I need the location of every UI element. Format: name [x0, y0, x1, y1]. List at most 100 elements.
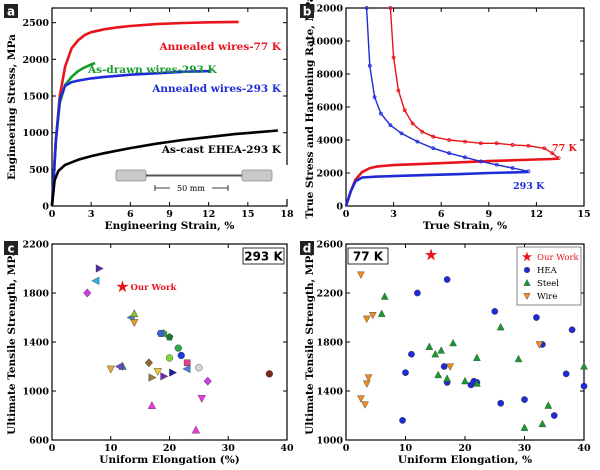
panel-b-x-tick-label: 12 — [530, 209, 543, 220]
panel-a-x-tick-label: 12 — [202, 209, 215, 220]
hardening-rate-point — [415, 139, 420, 144]
panel-d-y-tick-label: 1400 — [317, 387, 344, 398]
panel-c-x-tick-label: 40 — [280, 443, 294, 454]
panel-d-y-tick-label: 1800 — [317, 338, 344, 349]
panel-a-y-tick-label: 2500 — [23, 18, 50, 29]
panel-c-y-tick-label: 1000 — [23, 387, 50, 398]
panel-d-x-tick-label: 20 — [458, 443, 472, 454]
data-point — [174, 344, 182, 352]
hardening-rate-point — [431, 134, 436, 139]
panel-b-y-tick-label: 10000 — [310, 37, 343, 48]
panel-a-x-tick-label: 9 — [166, 209, 173, 220]
panel-a-y-tick-label: 0 — [42, 202, 49, 213]
data-point — [95, 264, 104, 273]
data-point — [497, 399, 505, 407]
data-point — [147, 401, 157, 409]
hardening-rate-point — [447, 151, 452, 156]
panel-c-x-tick-label: 30 — [222, 443, 236, 454]
panel-d-y-tick-label: 2600 — [317, 240, 344, 251]
panel-a-x-tick-label: 18 — [280, 209, 294, 220]
data-point — [402, 369, 409, 376]
hardening-rate-point — [396, 88, 401, 93]
data-point — [424, 248, 438, 261]
data-point — [183, 359, 191, 367]
panel-c: 0 10 20 30 40 600 1000 1400 1800 2200 Uniform Elon… — [4, 240, 294, 467]
legend-marker — [521, 251, 533, 262]
data-point — [160, 372, 169, 381]
our-work-point — [116, 280, 129, 293]
series-line — [50, 129, 279, 207]
data-point — [443, 276, 451, 283]
data-point — [182, 364, 191, 374]
panel-letter-badge — [4, 241, 18, 255]
hardening-rate-point — [478, 141, 483, 146]
data-point — [357, 395, 365, 403]
legend-marker — [523, 293, 531, 300]
panel-letter-badge — [300, 241, 314, 255]
data-point — [153, 368, 162, 377]
data-point — [148, 373, 157, 382]
panel-b-y-tick-label: 8000 — [317, 70, 344, 81]
data-point — [177, 351, 185, 360]
panel-d-y-axis-title: Ultimate Tensile Strength, MPa — [304, 249, 316, 435]
panel-b-y-tick-label: 6000 — [317, 103, 344, 114]
hardening-rate-point — [372, 95, 377, 99]
data-point — [156, 329, 165, 337]
temperature-tag: 77 K — [353, 250, 384, 264]
hardening-rate-point — [510, 166, 515, 170]
panel-b-x-tick-label: 9 — [485, 209, 492, 220]
legend-label: Our Work — [537, 253, 580, 263]
data-point — [461, 376, 469, 385]
temperature-tag-box — [347, 247, 389, 265]
panel-c-plot-area: 0 10 20 30 40 600 1000 1400 1800 2200 Uniform Elon… — [6, 240, 294, 467]
panel-d: 0 10 20 30 40 1000 1400 1800 2200 2600 Uniform Elo… — [300, 240, 591, 466]
hardening-rate-point — [431, 146, 436, 151]
panel-a: 0 3 6 9 12 15 18 0 500 1000 1500 2000 2500 Engineerin… — [4, 4, 307, 232]
legend-label: HEA — [537, 266, 558, 276]
panel-b: 0 3 6 9 12 15020004000600080001000012000True … — [300, 0, 591, 232]
hardening-rate-point — [447, 138, 452, 142]
panel-b-x-tick-label: 15 — [577, 209, 590, 220]
series-label: As-drawn wires-293 K — [87, 64, 218, 76]
data-point — [437, 346, 446, 354]
panel-d-y-tick-label: 2200 — [317, 289, 344, 300]
panel-d-x-tick-label: 10 — [399, 443, 413, 454]
data-point — [520, 423, 529, 431]
data-point — [265, 370, 273, 378]
panel-b-y-tick-label: 0 — [336, 202, 343, 213]
panel-letter-badge — [300, 4, 314, 18]
data-point — [130, 319, 139, 328]
legend-marker — [523, 266, 531, 274]
data-point — [473, 379, 481, 387]
panel-a-y-tick-label: 1000 — [23, 128, 50, 139]
panel-c-x-tick-label: 20 — [163, 443, 177, 454]
hardening-rate-point — [379, 111, 383, 116]
panel-c-y-tick-label: 1400 — [23, 338, 50, 349]
panel-d-x-axis-title: Uniform Elongation, % — [398, 454, 532, 466]
data-point — [550, 412, 558, 419]
legend-marker — [523, 279, 531, 286]
panel-d-x-tick-label: 0 — [343, 443, 350, 454]
panel-a-plot-area: 0 3 6 9 12 15 18 0 500 1000 1500 2000 2500 Engineerin… — [6, 7, 294, 232]
data-point — [473, 353, 481, 361]
hardening-rate-point — [463, 155, 467, 160]
data-point — [114, 362, 123, 371]
hardening-rate-point — [556, 156, 561, 161]
data-point — [440, 363, 448, 370]
panel-b-x-tick-label: 6 — [438, 209, 445, 220]
data-point — [449, 338, 457, 347]
data-point — [377, 309, 386, 317]
panel-c-axes-frame — [51, 243, 288, 441]
panel-d-y-tick-label: 1000 — [317, 436, 344, 447]
data-point — [165, 333, 174, 341]
panel-b-x-tick-label: 3 — [390, 209, 397, 220]
temperature-tag-box — [242, 247, 285, 265]
panel-a-x-tick-label: 6 — [127, 209, 134, 220]
data-point — [197, 395, 206, 403]
our-work-label: Our Work — [131, 283, 178, 293]
hardening-rate-point — [402, 108, 407, 113]
hardening-rate-point — [463, 139, 467, 144]
data-point — [83, 288, 92, 298]
data-point — [568, 326, 576, 334]
series-label: 293 K — [513, 181, 545, 192]
